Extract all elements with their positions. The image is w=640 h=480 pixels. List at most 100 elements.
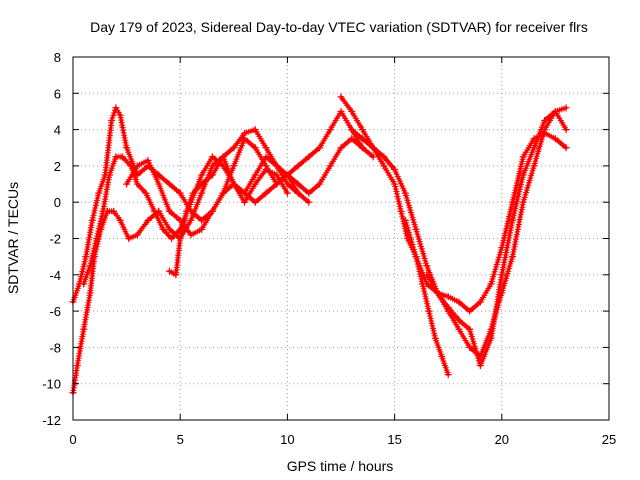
data-point: [397, 207, 405, 215]
data-point: [391, 166, 399, 174]
data-point: [305, 153, 313, 161]
data-point: [391, 180, 399, 188]
data-point: [562, 104, 570, 112]
data-point: [455, 325, 463, 333]
data-point: [326, 162, 334, 170]
series-markers: [166, 153, 290, 278]
data-point: [294, 162, 302, 170]
data-point: [369, 153, 377, 161]
data-point: [358, 135, 366, 143]
data-point: [283, 180, 291, 188]
data-point: [476, 298, 484, 306]
data-point: [466, 343, 474, 351]
data-point: [187, 216, 195, 224]
data-point: [401, 216, 409, 224]
data-point: [80, 325, 88, 333]
y-tick-label: 4: [54, 123, 61, 138]
data-point: [487, 334, 495, 342]
data-point: [326, 126, 334, 134]
data-point: [337, 93, 345, 101]
data-point: [444, 371, 452, 379]
series-track-7: [348, 126, 452, 379]
data-point: [433, 289, 441, 297]
data-point: [95, 189, 103, 197]
x-tick-label: 15: [387, 432, 401, 447]
data-point: [519, 153, 527, 161]
data-point: [262, 153, 270, 161]
data-point: [305, 189, 313, 197]
x-tick-label: 0: [69, 432, 76, 447]
x-tick-labels: 0 5 10 15 20 25: [69, 432, 616, 447]
data-point: [93, 235, 101, 242]
data-point: [251, 126, 259, 134]
data-point: [110, 207, 118, 215]
data-point: [165, 267, 173, 275]
data-point: [412, 225, 420, 233]
data-point: [230, 162, 238, 170]
data-point: [401, 189, 409, 197]
x-axis-label: GPS time / hours: [287, 458, 394, 474]
data-point: [127, 162, 135, 170]
data-point: [208, 207, 216, 215]
data-point: [86, 262, 94, 270]
y-tick-label: -6: [49, 304, 61, 319]
data-point: [86, 289, 94, 297]
series-line: [71, 106, 375, 304]
data-point: [88, 216, 96, 224]
y-tick-label: -10: [42, 377, 61, 392]
data-point: [262, 144, 270, 152]
data-point: [219, 189, 227, 197]
data-point: [198, 189, 206, 197]
data-point: [294, 189, 302, 197]
data-point: [519, 171, 527, 179]
data-point: [425, 307, 433, 315]
data-point: [208, 162, 216, 170]
data-point: [562, 126, 570, 134]
data-point: [476, 362, 484, 370]
data-point: [551, 135, 559, 143]
series-line: [425, 106, 568, 368]
data-point: [208, 153, 216, 161]
data-point: [183, 207, 191, 215]
data-point: [412, 253, 420, 261]
data-point: [241, 198, 249, 206]
y-axis-label: SDTVAR / TECUs: [5, 182, 21, 294]
data-point: [358, 144, 366, 152]
data-point: [133, 180, 141, 188]
series-layer: [69, 93, 570, 397]
data-point: [165, 207, 173, 215]
data-point: [168, 235, 176, 242]
data-point: [541, 117, 549, 125]
series-track-6: [337, 93, 570, 360]
data-point: [187, 231, 195, 239]
data-point: [358, 126, 366, 134]
x-tick-label: 5: [177, 432, 184, 447]
series-track-4: [123, 135, 366, 239]
data-point: [165, 225, 173, 233]
data-point: [176, 235, 184, 242]
data-point: [348, 107, 356, 115]
data-point: [123, 144, 131, 152]
data-point: [208, 171, 216, 179]
data-point: [273, 171, 281, 179]
data-point: [251, 144, 259, 152]
data-point: [155, 180, 163, 188]
data-point: [150, 207, 158, 215]
data-point: [262, 166, 270, 174]
x-tick-label: 25: [602, 432, 616, 447]
data-point: [80, 280, 88, 288]
y-tick-labels: -12 -10 -8 -6 -4 -2 0 2 4 6 8: [42, 50, 61, 428]
data-point: [176, 189, 184, 197]
data-point: [230, 180, 238, 188]
data-point: [519, 198, 527, 206]
data-point: [189, 189, 197, 197]
data-point: [455, 298, 463, 306]
data-point: [348, 135, 356, 143]
grid: [73, 57, 609, 420]
y-tick-label: 8: [54, 50, 61, 65]
data-point: [431, 334, 439, 342]
data-point: [541, 129, 549, 137]
y-tick-label: 2: [54, 159, 61, 174]
